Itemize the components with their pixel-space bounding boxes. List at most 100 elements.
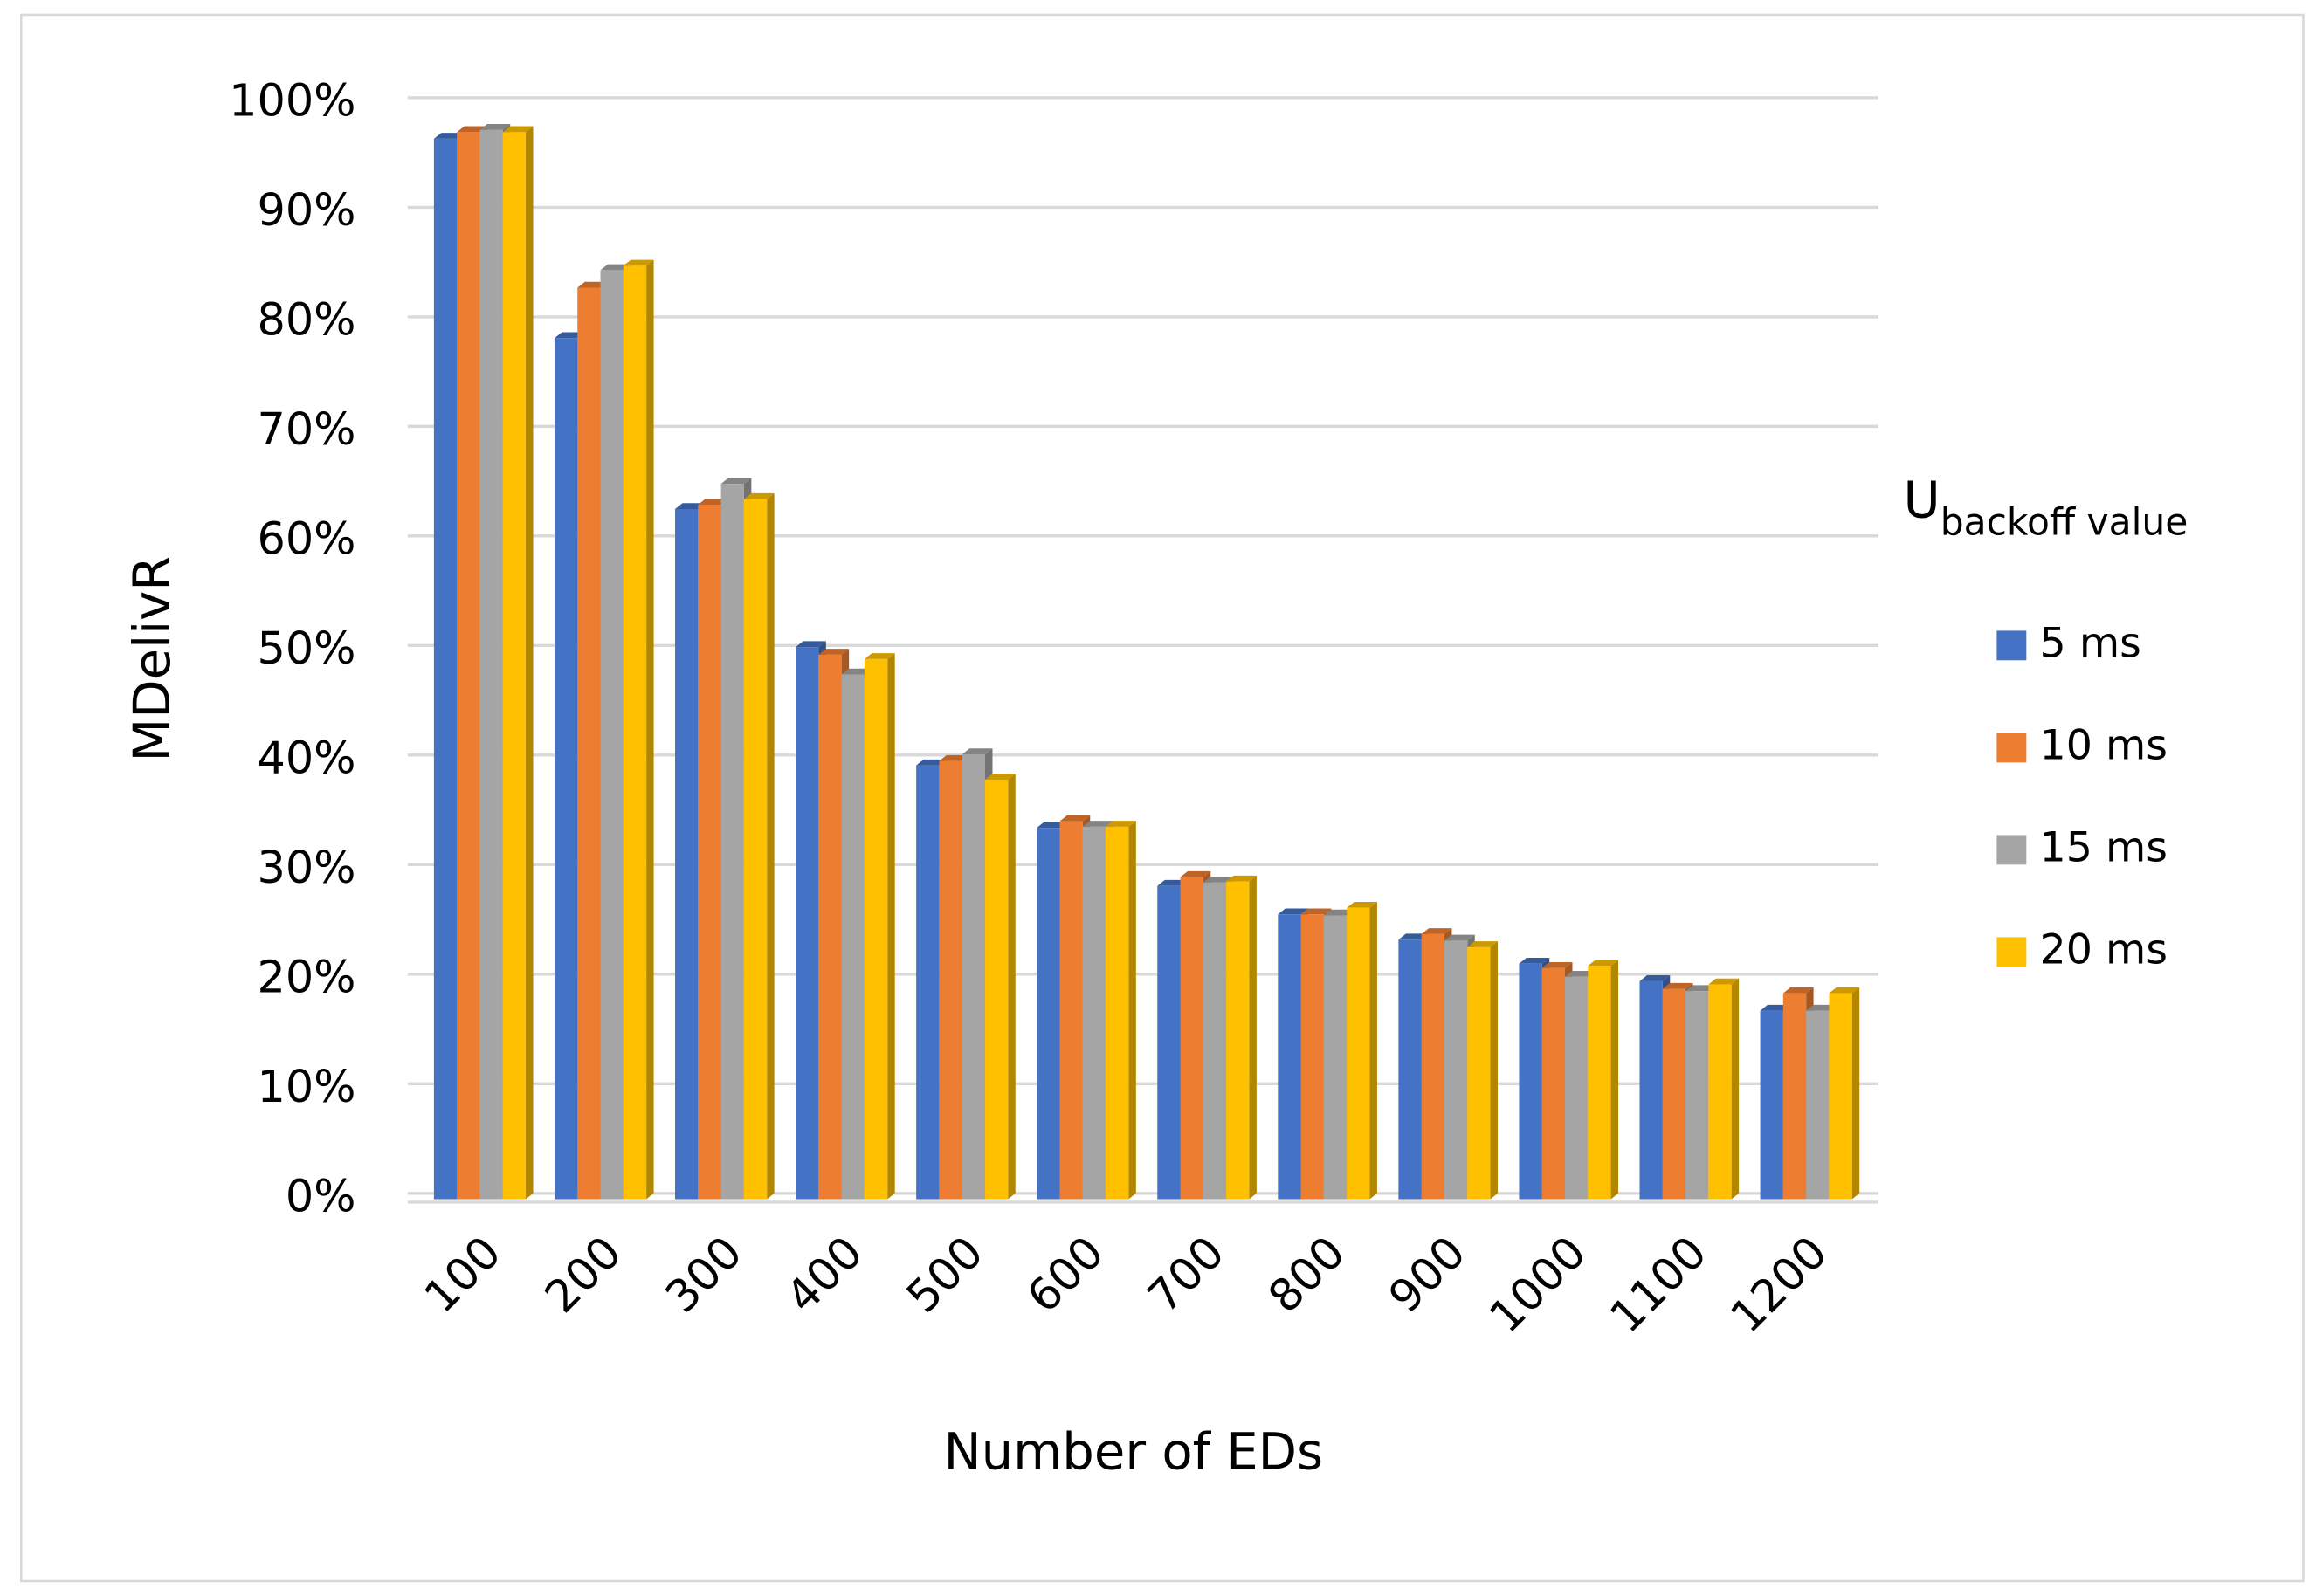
bar	[1444, 940, 1468, 1200]
bar	[743, 499, 768, 1200]
bar	[939, 760, 962, 1200]
bar	[1519, 963, 1542, 1200]
bar-top	[1037, 822, 1067, 829]
y-tick-label: 50%	[257, 623, 355, 674]
bar	[554, 338, 578, 1200]
bar	[1421, 933, 1444, 1200]
bar-top	[1708, 978, 1740, 985]
bar	[916, 765, 940, 1200]
bar-top	[554, 332, 585, 339]
bar-top	[1760, 1004, 1791, 1011]
legend-label: 20 ms	[2040, 925, 2168, 973]
bar	[698, 504, 721, 1200]
bar-top	[457, 126, 487, 133]
bar-top	[1829, 987, 1860, 994]
bar-top	[1565, 971, 1596, 977]
bar-top	[1467, 941, 1499, 947]
y-tick-label: 60%	[257, 513, 355, 565]
bar	[1398, 939, 1422, 1200]
bar	[1157, 885, 1181, 1200]
bar-side	[1851, 987, 1860, 1200]
bar-top	[1444, 934, 1475, 941]
bar-top	[1157, 879, 1189, 886]
bar-top	[1300, 908, 1332, 915]
bar-top	[1180, 870, 1211, 877]
bar-side	[1008, 774, 1016, 1200]
bar	[502, 132, 527, 1200]
y-tick-label: 20%	[257, 952, 355, 1003]
x-axis-title: Number of EDs	[943, 1422, 1323, 1482]
bar-side	[767, 492, 775, 1200]
bar-top	[675, 503, 706, 509]
bar-side	[887, 653, 895, 1200]
bar	[600, 270, 624, 1200]
y-tick-label: 30%	[257, 842, 355, 893]
bar	[1639, 980, 1663, 1200]
bar-top	[1106, 821, 1136, 827]
legend-swatch	[1996, 630, 2027, 661]
bar	[1180, 877, 1203, 1200]
legend-label: 5 ms	[2040, 619, 2141, 667]
bar-top	[1588, 960, 1619, 967]
bar	[1565, 976, 1589, 1200]
bar-top	[1203, 877, 1234, 883]
bar	[841, 674, 865, 1200]
bar	[1037, 828, 1060, 1200]
bar-top	[502, 126, 534, 133]
bar-side	[1369, 901, 1377, 1200]
bar	[1829, 993, 1852, 1200]
bar-top	[1421, 928, 1452, 934]
bar	[623, 265, 647, 1200]
y-tick-label: 10%	[257, 1061, 355, 1112]
bar-top	[796, 641, 826, 648]
bar	[796, 647, 819, 1200]
y-tick-label: 70%	[257, 403, 355, 455]
bar-top	[600, 264, 631, 271]
chart-border	[20, 13, 2305, 1583]
bar-top	[1782, 987, 1814, 994]
bar	[1708, 984, 1732, 1200]
bar-top	[962, 748, 993, 755]
bar-top	[1059, 815, 1091, 822]
bar	[1541, 967, 1566, 1200]
bar	[1226, 881, 1250, 1200]
bar-top	[1278, 908, 1309, 915]
bar-top	[1226, 875, 1257, 882]
bar	[1806, 1010, 1830, 1200]
bar	[1323, 915, 1348, 1200]
legend-title: Ubackoff value	[1904, 470, 2189, 543]
bar-top	[984, 774, 1016, 780]
bar-top	[939, 754, 970, 761]
bar-side	[1128, 821, 1136, 1200]
bar-side	[526, 126, 534, 1200]
bar	[1300, 914, 1324, 1200]
bar	[1278, 914, 1301, 1200]
y-tick-label: 0%	[286, 1171, 356, 1222]
bar	[984, 779, 1009, 1200]
bar	[1685, 991, 1709, 1200]
bar-top	[1639, 975, 1671, 981]
bar-top	[1519, 957, 1550, 964]
y-tick-label: 90%	[257, 184, 355, 236]
bar	[1106, 826, 1129, 1200]
bar-top	[577, 281, 609, 288]
bar	[1203, 882, 1227, 1200]
bar	[1467, 946, 1491, 1200]
legend-swatch	[1996, 733, 2027, 763]
bar	[1347, 907, 1370, 1200]
bar	[864, 658, 888, 1200]
bar	[457, 132, 480, 1200]
bar-top	[479, 124, 511, 130]
bar	[1082, 826, 1106, 1200]
bar-top	[433, 133, 465, 139]
bar	[479, 129, 503, 1200]
bar-top	[1806, 1004, 1837, 1011]
bar	[577, 287, 601, 1200]
legend-label: 15 ms	[2040, 823, 2168, 871]
bar-top	[1662, 982, 1693, 989]
bar	[962, 754, 985, 1200]
legend-swatch	[1996, 937, 2027, 967]
bar-top	[698, 499, 729, 505]
